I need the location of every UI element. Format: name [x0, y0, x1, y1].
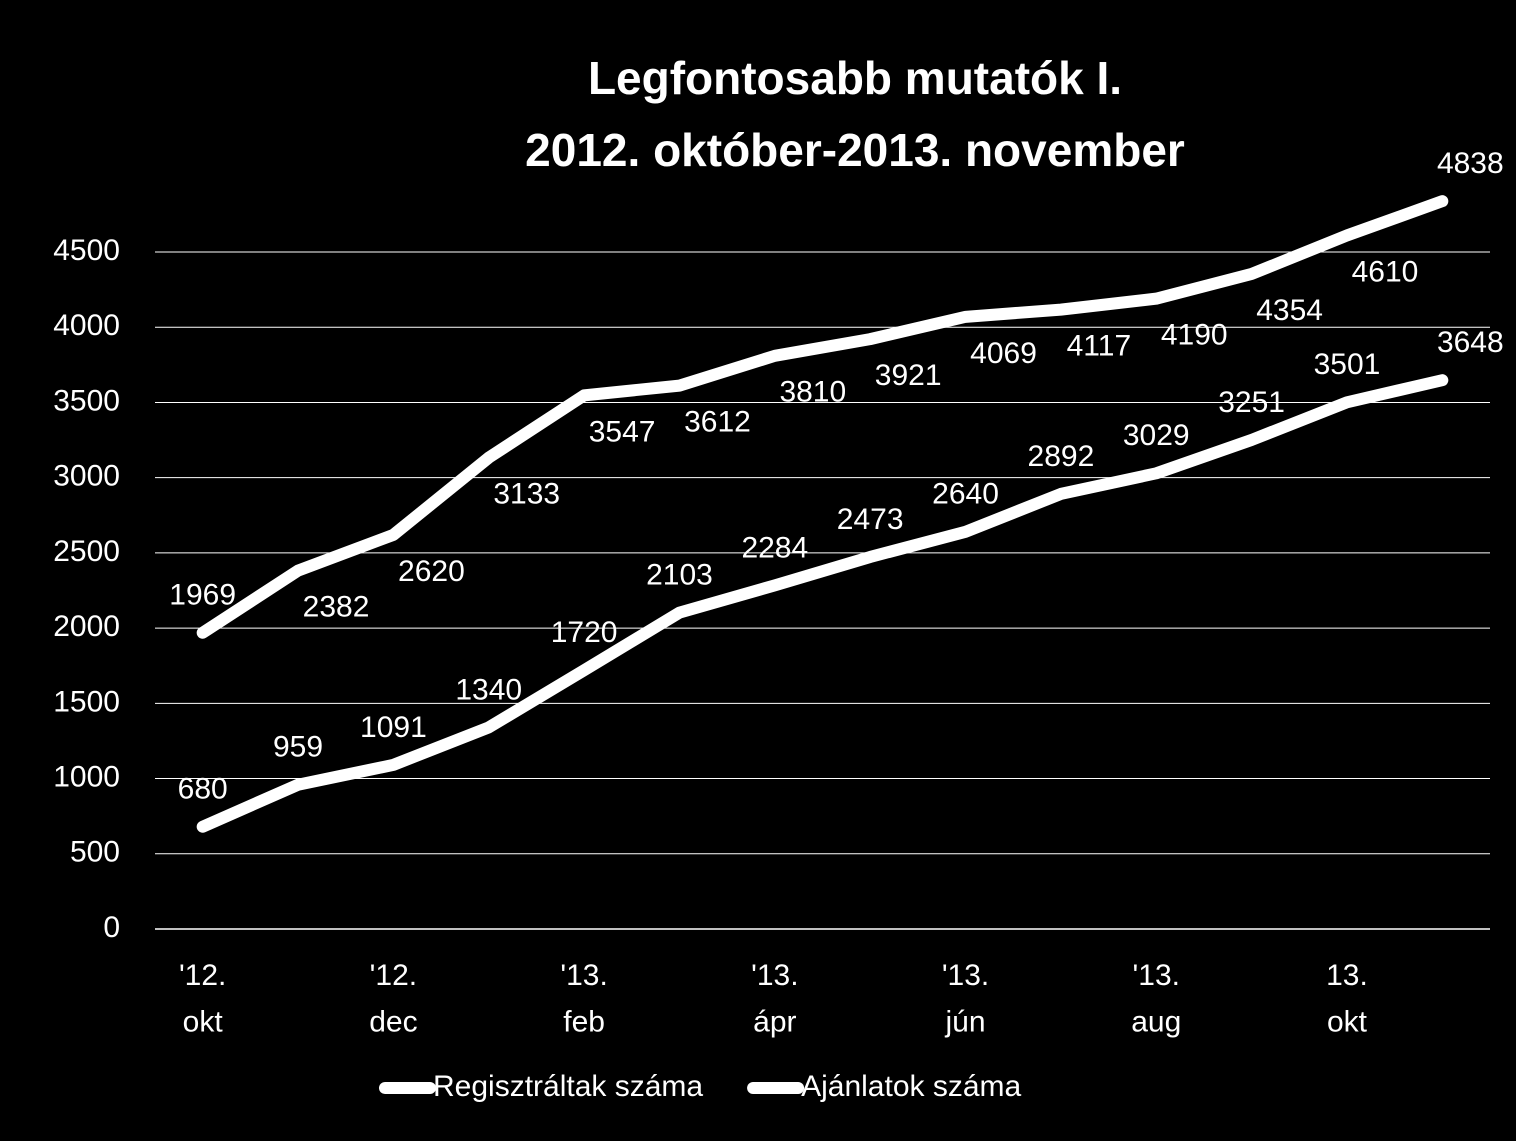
line [196, 195, 1449, 639]
data-label: 3547 [589, 415, 656, 448]
y-tick-label: 3000 [53, 460, 120, 493]
x-tick-label: '13. ápr [751, 959, 798, 1039]
data-label: 2382 [303, 591, 370, 624]
x-tick-label: 13. okt [1326, 959, 1368, 1039]
data-label: 4117 [1067, 330, 1132, 363]
data-label: 2473 [837, 503, 904, 536]
y-tick-label: 4000 [53, 309, 120, 342]
data-label: 3810 [779, 376, 846, 409]
data-label: 4838 [1437, 147, 1504, 180]
data-label: 3133 [493, 478, 560, 511]
y-tick-label: 500 [70, 836, 120, 869]
data-label: 1720 [551, 616, 618, 649]
y-tick-label: 1500 [53, 685, 120, 718]
data-label: 1969 [169, 579, 236, 612]
y-tick-label: 3500 [53, 384, 120, 417]
data-label: 4354 [1256, 294, 1323, 327]
data-label: 3251 [1218, 386, 1285, 419]
data-label: 3612 [684, 406, 751, 439]
data-label: 4069 [970, 337, 1037, 370]
data-label: 2620 [398, 555, 465, 588]
data-label: 959 [273, 731, 323, 764]
data-label: 4190 [1161, 319, 1228, 352]
x-tick-label: '12. dec [369, 959, 417, 1039]
x-tick-label: '13. aug [1131, 959, 1181, 1039]
data-label: 1091 [360, 711, 427, 744]
y-tick-label: 2000 [53, 610, 120, 643]
data-label: 3648 [1437, 326, 1504, 359]
data-label: 3921 [875, 359, 942, 392]
data-label: 1340 [455, 673, 522, 706]
data-label: 3501 [1314, 348, 1381, 381]
line [196, 374, 1449, 833]
y-tick-label: 1000 [53, 760, 120, 793]
data-label: 680 [178, 773, 228, 806]
x-tick-label: '12. okt [179, 959, 226, 1039]
x-tick-label: '13. jún [942, 959, 989, 1039]
x-tick-label: '13. feb [560, 959, 607, 1039]
y-tick-label: 0 [103, 911, 120, 944]
data-label: 4610 [1352, 255, 1419, 288]
y-tick-label: 4500 [53, 234, 120, 267]
data-label: 2284 [741, 531, 808, 564]
data-label: 2892 [1028, 440, 1095, 473]
y-tick-label: 2500 [53, 535, 120, 568]
chart-title: Legfontosabb mutatók I. [588, 52, 1122, 104]
data-label: 2103 [646, 559, 713, 592]
chart-subtitle: 2012. október-2013. november [525, 124, 1185, 176]
legend-label: Regisztráltak száma [433, 1070, 703, 1103]
data-label: 2640 [932, 478, 999, 511]
data-label: 3029 [1123, 419, 1190, 452]
legend-label: Ajánlatok száma [801, 1070, 1021, 1103]
